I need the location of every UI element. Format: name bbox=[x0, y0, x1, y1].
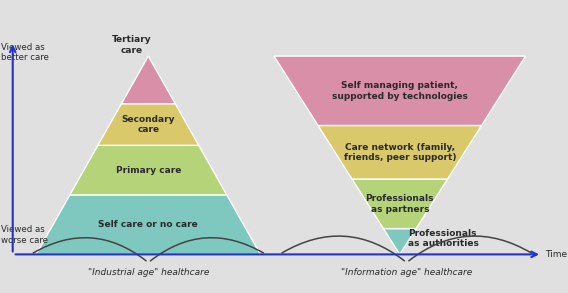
Polygon shape bbox=[98, 104, 199, 145]
Text: "Information age" healthcare: "Information age" healthcare bbox=[341, 268, 472, 277]
Polygon shape bbox=[383, 229, 416, 254]
Text: Viewed as
worse care: Viewed as worse care bbox=[1, 225, 48, 245]
Text: Self care or no care: Self care or no care bbox=[98, 220, 198, 229]
Polygon shape bbox=[352, 179, 448, 229]
Polygon shape bbox=[70, 145, 227, 195]
Text: "Industrial age" healthcare: "Industrial age" healthcare bbox=[87, 268, 209, 277]
Text: Viewed as
better care: Viewed as better care bbox=[1, 43, 49, 62]
Text: Care network (family,
friends, peer support): Care network (family, friends, peer supp… bbox=[344, 143, 456, 162]
Polygon shape bbox=[122, 56, 175, 104]
Text: Tertiary
care: Tertiary care bbox=[112, 35, 152, 54]
Polygon shape bbox=[318, 125, 482, 179]
Text: Self managing patient,
supported by technologies: Self managing patient, supported by tech… bbox=[332, 81, 467, 100]
Text: Professionals
as partners: Professionals as partners bbox=[366, 194, 434, 214]
Text: Primary care: Primary care bbox=[116, 166, 181, 175]
Polygon shape bbox=[274, 56, 525, 125]
Text: Time: Time bbox=[545, 250, 567, 259]
Text: Secondary
care: Secondary care bbox=[122, 115, 175, 134]
Polygon shape bbox=[36, 195, 260, 254]
Text: Professionals
as authorities: Professionals as authorities bbox=[408, 229, 479, 248]
